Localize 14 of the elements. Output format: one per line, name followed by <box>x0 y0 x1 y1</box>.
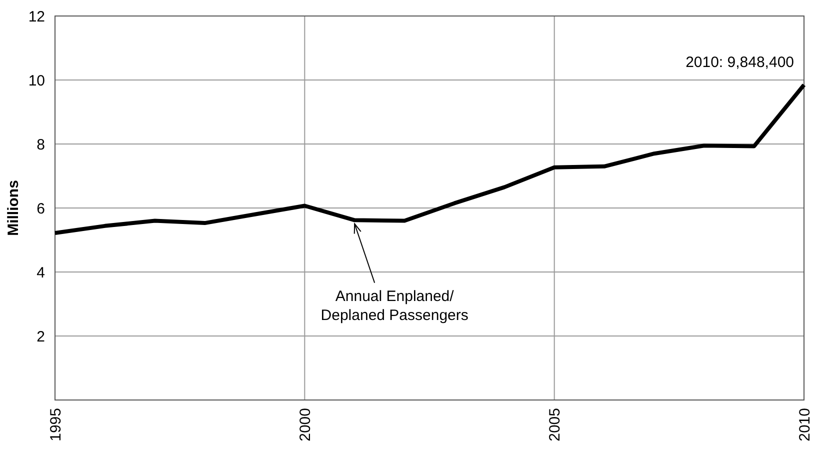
y-tick-label: 6 <box>36 200 45 218</box>
x-tick-label: 2010 <box>796 408 814 442</box>
y-tick-label: 4 <box>36 264 45 282</box>
y-axis-title: Millions <box>5 180 22 236</box>
annotation: 2010: 9,848,400 <box>686 54 794 71</box>
x-tick-label: 1995 <box>47 408 64 442</box>
annotation: Annual Enplaned/ Deplaned Passengers <box>320 288 468 324</box>
x-tick-label: 2005 <box>546 408 564 442</box>
line-series <box>53 82 806 235</box>
y-tick-label: 10 <box>28 72 45 90</box>
y-tick-label: 2 <box>36 328 45 346</box>
y-tick-label: 8 <box>36 136 45 154</box>
x-tick-label: 2000 <box>296 408 314 442</box>
y-tick-label: 12 <box>28 8 45 26</box>
